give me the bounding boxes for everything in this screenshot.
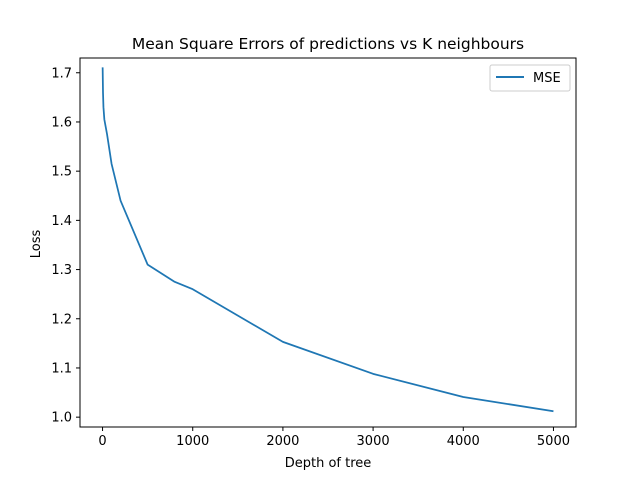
- x-tick-label: 3000: [357, 434, 390, 449]
- x-tick-label: 1000: [176, 434, 209, 449]
- legend-box: [489, 64, 571, 92]
- series-line-mse: [101, 67, 554, 413]
- legend: MSE: [489, 64, 571, 92]
- chart-title: Mean Square Errors of predictions vs K n…: [132, 35, 524, 53]
- x-tick-label: 5000: [537, 434, 570, 449]
- x-axis: 0 1000 2000 3000 4000 5000: [98, 427, 570, 449]
- y-tick-label: 1.0: [51, 411, 72, 426]
- y-tick-label: 1.7: [51, 66, 72, 81]
- y-tick-label: 1.3: [51, 263, 72, 278]
- y-tick-label: 1.1: [51, 361, 72, 376]
- y-tick-label: 1.5: [51, 165, 72, 180]
- plot-frame: [79, 57, 577, 428]
- series-layer: [101, 67, 554, 413]
- x-tick-label: 0: [98, 434, 106, 449]
- legend-label: MSE: [533, 71, 561, 86]
- y-tick-label: 1.2: [51, 312, 72, 327]
- x-tick-label: 4000: [447, 434, 480, 449]
- y-axis-label: Loss: [29, 230, 44, 259]
- x-tick-label: 2000: [266, 434, 299, 449]
- y-tick-label: 1.6: [51, 115, 72, 130]
- y-tick-label: 1.4: [51, 214, 72, 229]
- y-axis: 1.0 1.1 1.2 1.3 1.4 1.5 1.6 1.7: [51, 66, 80, 426]
- plot-area: [79, 57, 577, 428]
- x-axis-label: Depth of tree: [285, 456, 372, 471]
